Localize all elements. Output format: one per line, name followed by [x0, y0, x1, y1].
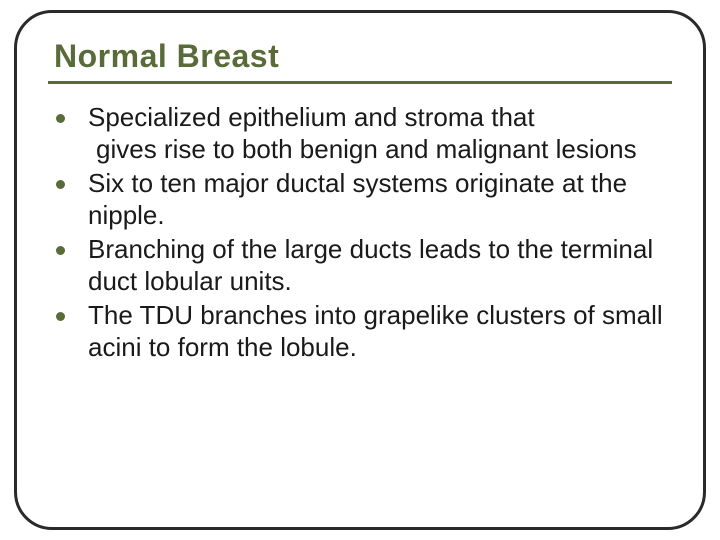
- title-block: Normal Breast: [48, 38, 672, 84]
- bullet-item: Six to ten major ductal systems originat…: [54, 168, 672, 232]
- bullet-text: Specialized epithelium and stroma that g…: [88, 102, 672, 166]
- bullet-item: Branching of the large ducts leads to th…: [54, 234, 672, 298]
- title-underline: [48, 81, 672, 84]
- bullet-line: Specialized epithelium and stroma that: [88, 102, 535, 132]
- bullet-text: Branching of the large ducts leads to th…: [88, 234, 672, 298]
- slide-title: Normal Breast: [48, 38, 672, 75]
- bullet-line-cont: gives rise to both benign and malignant …: [88, 134, 637, 164]
- slide-content: Normal Breast Specialized epithelium and…: [0, 0, 720, 540]
- bullet-text: The TDU branches into grapelike clusters…: [88, 300, 672, 364]
- bullet-item: Specialized epithelium and stroma that g…: [54, 102, 672, 166]
- bullet-item: The TDU branches into grapelike clusters…: [54, 300, 672, 364]
- bullet-icon: [56, 180, 65, 189]
- bullet-list: Specialized epithelium and stroma that g…: [48, 102, 672, 364]
- bullet-icon: [56, 312, 65, 321]
- bullet-text: Six to ten major ductal systems originat…: [88, 168, 672, 232]
- bullet-icon: [56, 114, 65, 123]
- bullet-icon: [56, 246, 65, 255]
